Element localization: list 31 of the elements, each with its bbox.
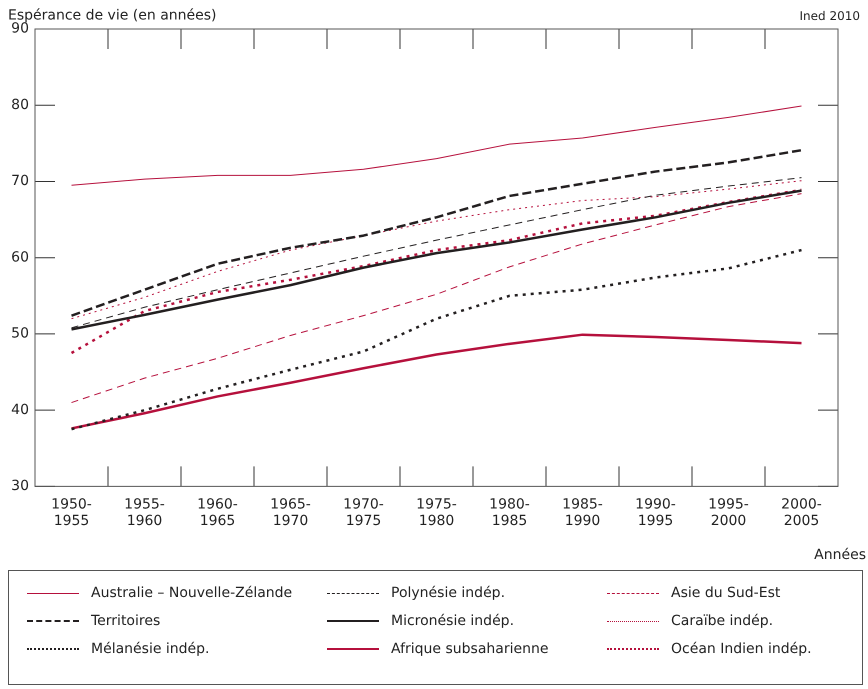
x-tick-label: 1990-1995 bbox=[635, 496, 676, 530]
line-series bbox=[70, 148, 803, 317]
y-tick-label: 30 bbox=[11, 478, 29, 494]
y-tick-label: 60 bbox=[11, 249, 29, 266]
legend-label: Asie du Sud-Est bbox=[671, 585, 780, 601]
line-series bbox=[70, 248, 803, 430]
x-tick-label: 2000-2005 bbox=[781, 496, 822, 530]
x-tick-label: 1955-1960 bbox=[124, 496, 165, 530]
legend-label: Australie – Nouvelle-Zélande bbox=[91, 585, 292, 601]
y-tick-label: 50 bbox=[11, 326, 29, 342]
legend-label: Mélanésie indép. bbox=[91, 641, 210, 657]
x-tick-label: 1965-1970 bbox=[270, 496, 311, 530]
x-tick-label: 1985-1990 bbox=[562, 496, 603, 530]
y-tick-label: 70 bbox=[11, 173, 29, 190]
legend-label: Micronésie indép. bbox=[391, 613, 514, 629]
legend-label: Caraïbe indép. bbox=[671, 613, 774, 629]
y-tick-label: 40 bbox=[11, 402, 29, 418]
legend-label: Territoires bbox=[91, 613, 160, 629]
x-tick-label: 1975-1980 bbox=[416, 496, 457, 530]
text: Ined 2010 bbox=[800, 9, 860, 24]
x-axis-title: Années bbox=[814, 547, 866, 564]
line-series bbox=[71, 193, 802, 404]
x-tick-label: 1950-1955 bbox=[51, 496, 92, 530]
x-tick-label: 1970-1975 bbox=[343, 496, 384, 530]
y-tick-label: 80 bbox=[11, 96, 29, 113]
x-tick-label: 1995-2000 bbox=[708, 496, 749, 530]
legend-label: Polynésie indép. bbox=[391, 585, 506, 601]
x-tick-label: 1960-1965 bbox=[197, 496, 238, 530]
x-tick-label: 1980-1985 bbox=[489, 496, 530, 530]
legend-label: Afrique subsaharienne bbox=[391, 641, 548, 657]
legend-label: Océan Indien indép. bbox=[671, 641, 812, 657]
